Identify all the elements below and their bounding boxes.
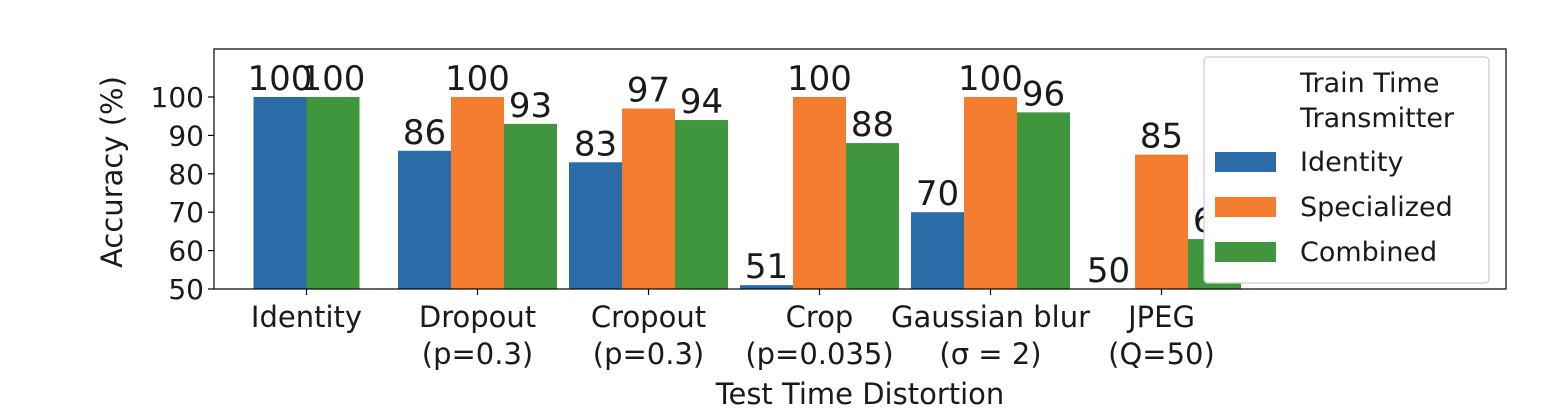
x-tick-label-5: JPEG (Q=50) [1108,300,1215,371]
value-label-0-2: 100 [301,59,366,99]
value-label-5-0: 50 [1087,251,1130,291]
bar-4-2 [1017,112,1070,289]
bar-1-0 [398,150,451,289]
legend-swatch-2 [1215,242,1276,262]
bars-layer [253,97,1241,290]
plot-frame [213,48,1507,290]
y-axis-label: Accuracy (%) [95,76,129,268]
y-axis: 50 60 70 80 90 100 [151,81,214,306]
x-axis: Identity Dropout (p=0.3) Cropout (p=0.3) Crop… [251,289,1215,371]
bar-2-0 [569,162,622,289]
value-labels-layer: 100100861009383979451100887010096508563 [248,59,1237,291]
x-axis-label: Test Time Distortion [715,377,1005,411]
legend-entries: Identity Specialized Combined [1215,147,1453,268]
bar-2-2 [675,120,728,289]
y-tick-label-1: 60 [168,235,204,268]
value-label-2-1: 97 [627,71,670,111]
legend: Train Time Transmitter Identity Specializ… [1203,56,1490,284]
y-tick-label-3: 80 [168,158,204,191]
bar-2-1 [622,108,675,290]
x-tick-label-4: Gaussian blur (σ = 2) [891,300,1090,371]
y-tick-label-0: 50 [168,273,204,306]
legend-swatch-0 [1215,152,1276,172]
value-label-4-2: 96 [1022,74,1065,114]
legend-label-0: Identity [1300,147,1403,178]
bar-1-1 [451,97,504,289]
value-label-4-1: 100 [958,59,1023,99]
bar-3-0 [740,285,793,289]
bar-5-1 [1135,154,1188,289]
x-tick-label-3: Crop (p=0.035) [745,300,893,371]
legend-title-line-2: Transmitter [1299,103,1455,134]
bar-4-1 [964,97,1017,289]
y-tick-label-2: 70 [168,196,204,229]
y-tick-label-4: 90 [168,119,204,152]
x-tick-label-2: Cropout (p=0.3) [591,300,706,371]
value-label-1-0: 86 [403,113,446,153]
y-tick-label-5: 100 [151,81,204,114]
value-label-0-0: 100 [248,59,313,99]
value-label-1-1: 100 [445,59,510,99]
value-label-1-2: 93 [509,86,552,126]
bar-1-2 [504,123,557,289]
value-label-3-1: 100 [787,59,852,99]
legend-title-line-1: Train Time [1299,68,1439,99]
legend-label-1: Specialized [1300,192,1453,223]
legend-swatch-1 [1215,197,1276,217]
value-label-2-2: 94 [680,82,723,122]
bar-0-0 [253,97,307,289]
x-tick-label-0: Identity [251,300,362,334]
value-label-5-1: 85 [1140,117,1183,157]
x-tick-label-1: Dropout (p=0.3) [419,300,536,371]
bar-3-2 [846,143,899,289]
bar-4-0 [911,212,964,289]
legend-label-2: Combined [1300,237,1437,268]
value-label-2-0: 83 [574,124,617,164]
value-label-3-2: 88 [851,105,894,145]
bar-3-1 [793,97,846,289]
bar-0-2 [306,97,360,289]
value-label-4-0: 70 [916,174,959,214]
legend-frame [1203,56,1490,284]
value-label-3-0: 51 [745,247,788,287]
